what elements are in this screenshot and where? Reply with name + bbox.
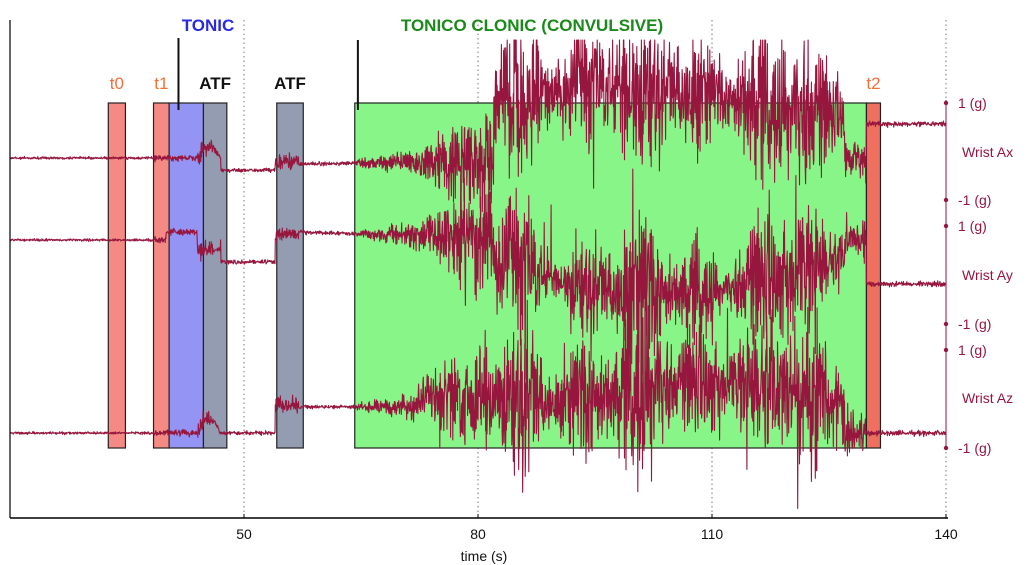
right-axis-label-7: Wrist Az — [962, 390, 1013, 406]
phase-label-0: TONIC — [182, 16, 235, 35]
x-tick-label-110: 110 — [701, 526, 724, 542]
phase-label-1: TONICO CLONIC (CONVULSIVE) — [401, 16, 663, 35]
trace-2 — [9, 278, 947, 509]
right-axis-tick-2 — [943, 197, 949, 203]
right-axis-tick-5 — [943, 321, 949, 327]
x-ticks: 50 80 110 140 — [236, 514, 958, 542]
phase-segment-3 — [202, 102, 228, 449]
x-tick-label-50: 50 — [236, 526, 252, 542]
right-axis-label-2: -1 (g) — [958, 192, 991, 208]
segment-labels: t0 t1 ATF ATF t2 — [110, 74, 881, 93]
right-axis-label-4: Wrist Ay — [962, 267, 1013, 283]
axes — [9, 20, 948, 519]
x-axis-label: time (s) — [461, 548, 508, 564]
phase-segment-0 — [107, 102, 127, 449]
right-axis-label-8: -1 (g) — [958, 440, 991, 456]
trace-1 — [9, 168, 947, 380]
segment-label-4: ATF — [274, 74, 306, 93]
trace-0 — [9, 39, 947, 227]
right-axis-label-3: 1 (g) — [958, 218, 987, 234]
segment-label-3: ATF — [199, 74, 231, 93]
right-axis-tick-3 — [943, 223, 949, 229]
signal-traces — [9, 39, 947, 509]
right-axis-tick-8 — [943, 445, 949, 451]
right-axis-tick-6 — [943, 347, 949, 353]
right-axis-labels: 1 (g) Wrist Ax -1 (g) 1 (g) Wrist Ay -1 (g) 1 … — [943, 95, 1013, 456]
right-axis-label-1: Wrist Ax — [962, 144, 1013, 160]
segment-label-6: t2 — [866, 74, 880, 93]
segment-label-1: t1 — [154, 74, 168, 93]
phase-segment-1 — [152, 102, 170, 449]
phase-segment-6 — [865, 102, 882, 449]
phase-labels: TONIC TONICO CLONIC (CONVULSIVE) — [177, 16, 663, 110]
right-axis-label-0: 1 (g) — [958, 95, 987, 111]
segment-label-0: t0 — [110, 74, 124, 93]
x-tick-label-80: 80 — [470, 526, 486, 542]
right-axis-tick-0 — [943, 100, 949, 106]
right-axis-label-5: -1 (g) — [958, 316, 991, 332]
x-tick-label-140: 140 — [934, 526, 958, 542]
right-axis-label-6: 1 (g) — [958, 342, 987, 358]
